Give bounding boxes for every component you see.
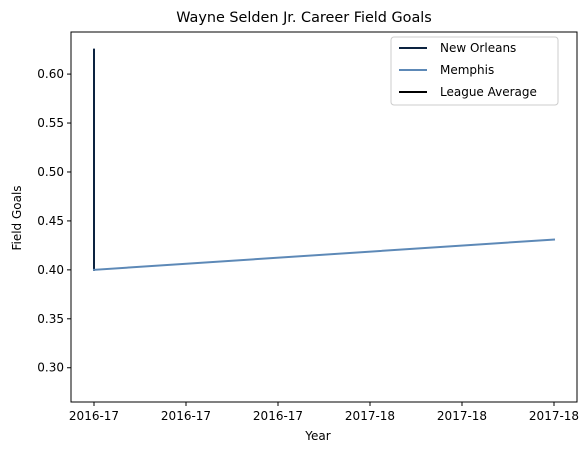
legend-label: New Orleans: [440, 41, 516, 55]
y-tick-label: 0.45: [37, 214, 64, 228]
y-tick-label: 0.30: [37, 361, 64, 375]
y-tick-label: 0.40: [37, 263, 64, 277]
series-line-1: [92, 238, 556, 271]
legend-box: [390, 36, 559, 106]
x-axis: 2016-17 2016-17 2016-17 2017-18 2017-18 2017-…: [69, 402, 579, 423]
legend-label: Memphis: [440, 63, 494, 77]
x-tick-label: 2016-17: [253, 409, 303, 423]
x-axis-title: Year: [304, 429, 330, 443]
y-tick-label: 0.50: [37, 165, 64, 179]
x-tick-label: 2017-18: [529, 409, 579, 423]
legend: New Orleans Memphis League Average: [390, 36, 559, 106]
plot-frame: [70, 31, 578, 403]
series-layer: [92, 48, 556, 271]
legend-label: League Average: [440, 85, 537, 99]
y-tick-label: 0.55: [37, 116, 64, 130]
x-tick-label: 2016-17: [69, 409, 119, 423]
y-tick-label: 0.35: [37, 312, 64, 326]
y-tick-label: 0.60: [37, 67, 64, 81]
x-tick-label: 2017-18: [345, 409, 395, 423]
chart-title: Wayne Selden Jr. Career Field Goals: [176, 10, 432, 26]
y-axis-title: Field Goals: [10, 185, 24, 250]
x-tick-label: 2016-17: [161, 409, 211, 423]
y-axis: 0.30 0.35 0.40 0.45 0.50 0.55 0.60: [37, 67, 71, 375]
x-tick-label: 2017-18: [437, 409, 487, 423]
